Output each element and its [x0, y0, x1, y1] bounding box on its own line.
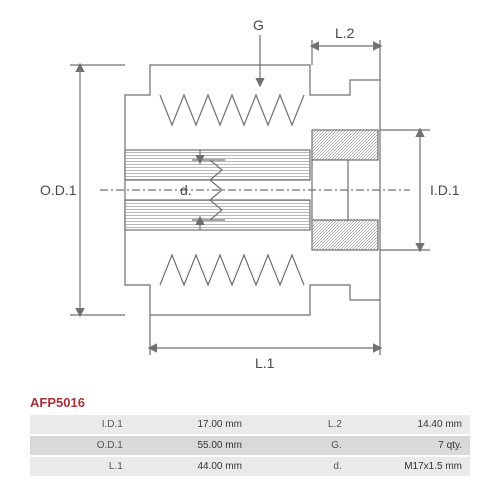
- spec-key: I.D.1: [30, 415, 131, 435]
- part-number: AFP5016: [30, 395, 85, 410]
- table-row: I.D.1 17.00 mm L.2 14.40 mm: [30, 415, 470, 435]
- label-d: d.: [180, 182, 192, 198]
- spec-key: L.1: [30, 456, 131, 477]
- table-row: L.1 44.00 mm d. M17x1.5 mm: [30, 456, 470, 477]
- spec-value: 44.00 mm: [131, 456, 250, 477]
- spec-table: I.D.1 17.00 mm L.2 14.40 mm O.D.1 55.00 …: [30, 415, 470, 478]
- label-g: G: [253, 17, 264, 33]
- label-l2: L.2: [335, 25, 355, 41]
- spec-value: M17x1.5 mm: [350, 456, 470, 477]
- spec-key: O.D.1: [30, 435, 131, 456]
- spec-key: d.: [250, 456, 350, 477]
- label-od1: O.D.1: [40, 182, 77, 198]
- label-l1: L.1: [255, 355, 275, 371]
- pulley-cross-section-diagram: O.D.1 I.D.1 L.1 L.2 G d.: [10, 10, 490, 380]
- spec-value: 7 qty.: [350, 435, 470, 456]
- spec-value: 55.00 mm: [131, 435, 250, 456]
- spec-value: 17.00 mm: [131, 415, 250, 435]
- spec-value: 14.40 mm: [350, 415, 470, 435]
- spec-key: L.2: [250, 415, 350, 435]
- label-id1: I.D.1: [430, 182, 460, 198]
- table-row: O.D.1 55.00 mm G. 7 qty.: [30, 435, 470, 456]
- spec-key: G.: [250, 435, 350, 456]
